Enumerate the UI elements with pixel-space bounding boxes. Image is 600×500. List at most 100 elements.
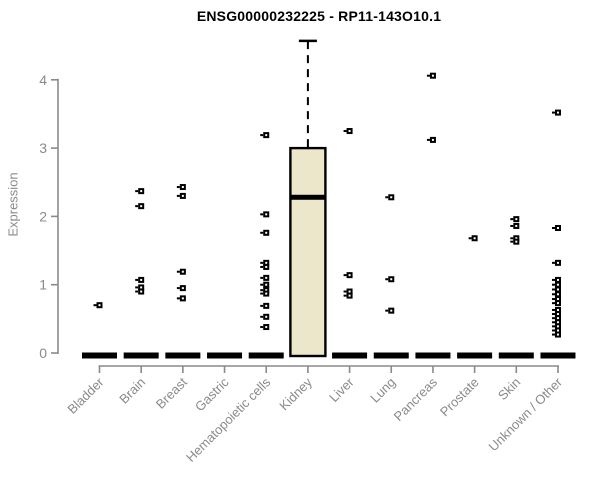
x-tick-label: Kidney bbox=[276, 374, 315, 413]
outlier-point-center bbox=[265, 326, 268, 329]
outlier-tick bbox=[551, 283, 555, 286]
outlier-tick bbox=[135, 286, 139, 289]
outlier-tick bbox=[551, 261, 555, 264]
x-tick-label: Liver bbox=[326, 374, 357, 405]
outlier-point-center bbox=[140, 286, 143, 289]
outlier-point-center bbox=[265, 213, 268, 216]
outlier-tick bbox=[176, 287, 180, 290]
collapsed-box-bar bbox=[457, 352, 493, 359]
outlier-point-center bbox=[390, 196, 393, 199]
collapsed-box-bar bbox=[123, 352, 159, 359]
outlier-tick bbox=[551, 313, 555, 316]
outlier-point-center bbox=[265, 231, 268, 234]
outlier-tick bbox=[468, 237, 472, 240]
outlier-tick bbox=[260, 304, 264, 307]
outlier-tick bbox=[260, 261, 264, 264]
outlier-point-center bbox=[556, 308, 559, 311]
outlier-tick bbox=[426, 74, 430, 77]
outlier-point-center bbox=[265, 289, 268, 292]
collapsed-box-bar bbox=[373, 352, 409, 359]
outlier-tick bbox=[551, 317, 555, 320]
outlier-point-center bbox=[181, 297, 184, 300]
outlier-point-center bbox=[556, 278, 559, 281]
outlier-point-center bbox=[556, 288, 559, 291]
outlier-tick bbox=[260, 276, 264, 279]
collapsed-box-bar bbox=[207, 352, 243, 359]
outlier-tick bbox=[343, 130, 347, 133]
outlier-tick bbox=[260, 326, 264, 329]
y-tick-label: 3 bbox=[39, 140, 47, 156]
outlier-point-center bbox=[265, 283, 268, 286]
outlier-tick bbox=[260, 292, 264, 295]
outlier-tick bbox=[343, 290, 347, 293]
collapsed-box-bar bbox=[415, 352, 451, 359]
outlier-point-center bbox=[556, 317, 559, 320]
outlier-tick bbox=[551, 111, 555, 114]
outlier-point-center bbox=[556, 261, 559, 264]
outlier-point-center bbox=[181, 287, 184, 290]
x-tick-label: Unknown / Other bbox=[486, 374, 566, 454]
outlier-point-center bbox=[140, 205, 143, 208]
outlier-point-center bbox=[348, 130, 351, 133]
y-tick-label: 4 bbox=[39, 72, 47, 88]
outlier-point-center bbox=[265, 265, 268, 268]
outlier-tick bbox=[176, 270, 180, 273]
collapsed-box-bar bbox=[498, 352, 534, 359]
outlier-point-center bbox=[556, 313, 559, 316]
y-tick-label: 2 bbox=[39, 208, 47, 224]
outlier-tick bbox=[135, 290, 139, 293]
outlier-point-center bbox=[473, 237, 476, 240]
chart-title: ENSG00000232225 - RP11-143O10.1 bbox=[196, 8, 442, 24]
outlier-point-center bbox=[181, 270, 184, 273]
outlier-point-center bbox=[556, 333, 559, 336]
collapsed-box-bar bbox=[332, 352, 368, 359]
outlier-tick bbox=[385, 196, 389, 199]
outlier-point-center bbox=[265, 134, 268, 137]
outlier-tick bbox=[135, 190, 139, 193]
outlier-tick bbox=[176, 186, 180, 189]
outlier-point-center bbox=[140, 190, 143, 193]
x-tick-label: Bladder bbox=[64, 374, 107, 417]
x-tick-label: Gastric bbox=[192, 374, 232, 414]
outlier-tick bbox=[551, 298, 555, 301]
outlier-tick bbox=[260, 231, 264, 234]
outlier-point-center bbox=[556, 302, 559, 305]
outlier-point-center bbox=[556, 298, 559, 301]
outlier-point-center bbox=[140, 290, 143, 293]
outlier-tick bbox=[510, 237, 514, 240]
outlier-tick bbox=[551, 321, 555, 324]
x-tick-label: Brain bbox=[116, 375, 148, 407]
outlier-point-center bbox=[515, 224, 518, 227]
outlier-tick bbox=[385, 278, 389, 281]
outlier-point-center bbox=[390, 278, 393, 281]
outlier-tick bbox=[260, 315, 264, 318]
collapsed-box-bar bbox=[82, 352, 117, 359]
outlier-tick bbox=[510, 218, 514, 221]
outlier-tick bbox=[510, 224, 514, 227]
outlier-point-center bbox=[265, 315, 268, 318]
outlier-tick bbox=[135, 205, 139, 208]
outlier-tick bbox=[510, 240, 514, 243]
outlier-point-center bbox=[431, 138, 434, 141]
outlier-tick bbox=[343, 274, 347, 277]
outlier-point-center bbox=[515, 218, 518, 221]
outlier-tick bbox=[176, 194, 180, 197]
y-tick-label: 1 bbox=[39, 277, 47, 293]
outlier-point-center bbox=[348, 290, 351, 293]
outlier-tick bbox=[385, 309, 389, 312]
outlier-point-center bbox=[556, 283, 559, 286]
y-axis-label: Expression bbox=[5, 172, 21, 237]
outlier-tick bbox=[551, 325, 555, 328]
outlier-point-center bbox=[181, 194, 184, 197]
outlier-tick bbox=[260, 265, 264, 268]
outlier-tick bbox=[551, 302, 555, 305]
x-tick-label: Skin bbox=[495, 375, 523, 403]
median-line bbox=[290, 194, 326, 200]
outlier-point-center bbox=[348, 274, 351, 277]
box bbox=[289, 146, 327, 358]
y-tick-label: 0 bbox=[39, 345, 47, 361]
x-tick-label: Prostate bbox=[437, 375, 482, 420]
outlier-tick bbox=[93, 304, 97, 307]
